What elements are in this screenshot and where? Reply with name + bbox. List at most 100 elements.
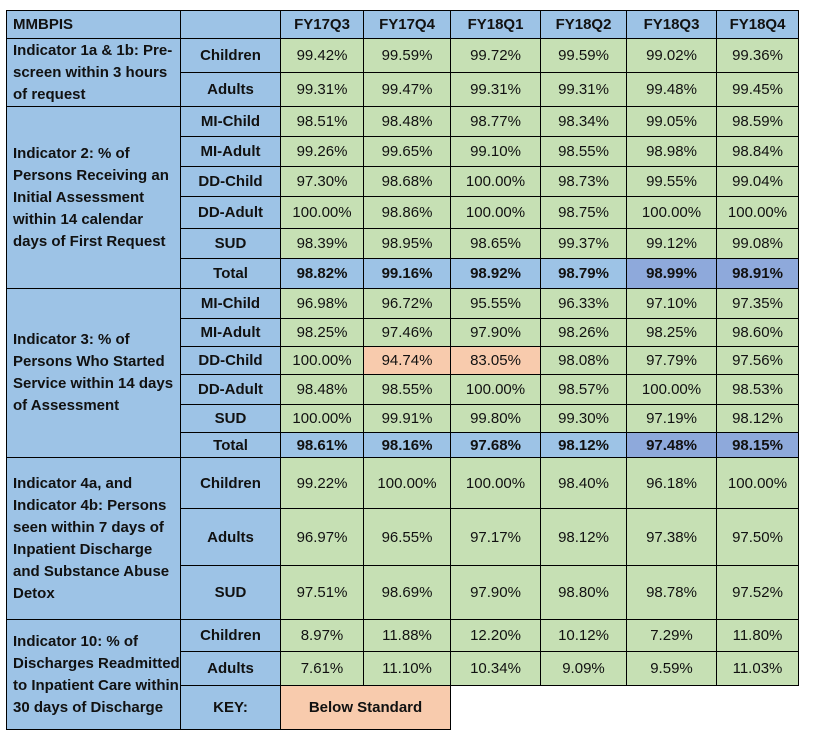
row-label: MI-Adult [180,318,281,347]
value-cell: 96.72% [363,288,451,319]
column-header: FY18Q2 [540,10,627,39]
mmbpis-table: MMBPIS FY17Q3 FY17Q4 FY18Q1 FY18Q2 FY18Q… [6,10,799,730]
row-label: MI-Child [180,288,281,319]
value-cell: 98.48% [363,106,451,137]
value-cell: 96.18% [626,457,717,509]
total-label: Total [180,258,281,289]
value-cell: 98.55% [540,136,627,167]
value-cell: 98.39% [280,228,364,259]
value-cell: 100.00% [450,457,541,509]
value-cell: 96.97% [280,508,364,566]
table-row: SUD 100.00% 99.91% 99.80% 99.30% 97.19% 98.12% [7,404,799,433]
total-cell: 98.91% [716,258,799,289]
value-cell: 99.05% [626,106,717,137]
key-below-standard: Below Standard [280,685,451,730]
value-cell: 100.00% [450,196,541,229]
value-cell: 98.75% [540,196,627,229]
value-cell: 97.52% [716,565,799,620]
value-cell: 98.73% [540,166,627,197]
value-cell: 100.00% [280,346,364,375]
key-row: KEY: Below Standard [7,685,799,730]
value-cell: 98.08% [540,346,627,375]
value-cell: 100.00% [626,374,717,405]
row-label: DD-Child [180,166,281,197]
value-cell: 97.35% [716,288,799,319]
value-cell: 98.12% [540,508,627,566]
value-cell: 98.40% [540,457,627,509]
value-cell: 99.04% [716,166,799,197]
value-cell: 9.59% [626,651,717,686]
value-cell: 99.12% [626,228,717,259]
header-blank [180,10,281,39]
value-cell: 99.30% [540,404,627,433]
value-cell: 98.95% [363,228,451,259]
value-cell: 11.80% [716,619,799,652]
value-cell: 7.61% [280,651,364,686]
value-cell: 100.00% [716,196,799,229]
row-label: Adults [180,508,281,566]
value-cell: 99.36% [716,38,799,73]
value-cell: 98.57% [540,374,627,405]
total-cell: 98.92% [450,258,541,289]
total-cell: 98.15% [716,432,799,458]
value-cell: 97.90% [450,565,541,620]
value-cell: 100.00% [363,457,451,509]
below-standard-cell: 94.74% [363,346,451,375]
value-cell: 10.34% [450,651,541,686]
value-cell: 99.59% [540,38,627,73]
indicator-label: Indicator 4a, and Indicator 4b: Persons … [6,457,181,620]
table-row: Adults 96.97% 96.55% 97.17% 98.12% 97.38% 97.5… [7,508,799,566]
value-cell: 7.29% [626,619,717,652]
row-label: Adults [180,651,281,686]
value-cell: 9.09% [540,651,627,686]
value-cell: 98.55% [363,374,451,405]
value-cell: 100.00% [280,404,364,433]
value-cell: 100.00% [716,457,799,509]
value-cell: 11.10% [363,651,451,686]
table-row: Total 98.61% 98.16% 97.68% 98.12% 97.48% 98.15… [7,432,799,458]
value-cell: 11.88% [363,619,451,652]
total-label: Total [180,432,281,458]
value-cell: 12.20% [450,619,541,652]
value-cell: 99.26% [280,136,364,167]
table-row: Indicator 1a & 1b: Pre-screen within 3 h… [6,38,799,107]
row-label: DD-Adult [180,196,281,229]
value-cell: 96.55% [363,508,451,566]
value-cell: 97.19% [626,404,717,433]
value-cell: 99.08% [716,228,799,259]
column-header: FY18Q1 [450,10,541,39]
row-label: SUD [180,565,281,620]
below-standard-cell: 83.05% [450,346,541,375]
table-row: SUD 98.39% 98.95% 98.65% 99.37% 99.12% 99.08% [7,228,799,259]
value-cell: 98.77% [450,106,541,137]
value-cell: 98.53% [716,374,799,405]
value-cell: 100.00% [450,166,541,197]
value-cell: 98.34% [540,106,627,137]
value-cell: 97.46% [363,318,451,347]
value-cell: 98.26% [540,318,627,347]
table-row: DD-Child 97.30% 98.68% 100.00% 98.73% 99.55% 9… [7,166,799,197]
value-cell: 99.42% [280,38,364,73]
indicator-label: Indicator 2: % of Persons Receiving an I… [6,106,181,289]
value-cell: 98.25% [280,318,364,347]
value-cell: 99.31% [450,72,541,107]
value-cell: 96.98% [280,288,364,319]
column-header: FY17Q4 [363,10,451,39]
column-header: FY17Q3 [280,10,364,39]
value-cell: 100.00% [626,196,717,229]
value-cell: 98.98% [626,136,717,167]
value-cell: 97.38% [626,508,717,566]
value-cell: 97.17% [450,508,541,566]
value-cell: 99.59% [363,38,451,73]
value-cell: 99.65% [363,136,451,167]
value-cell: 99.45% [716,72,799,107]
value-cell: 99.91% [363,404,451,433]
row-label: Children [180,38,281,73]
value-cell: 11.03% [716,651,799,686]
value-cell: 95.55% [450,288,541,319]
value-cell: 96.33% [540,288,627,319]
row-label: SUD [180,404,281,433]
table-row: SUD 97.51% 98.69% 97.90% 98.80% 98.78% 97.52% [7,565,799,620]
value-cell: 10.12% [540,619,627,652]
total-cell: 97.68% [450,432,541,458]
